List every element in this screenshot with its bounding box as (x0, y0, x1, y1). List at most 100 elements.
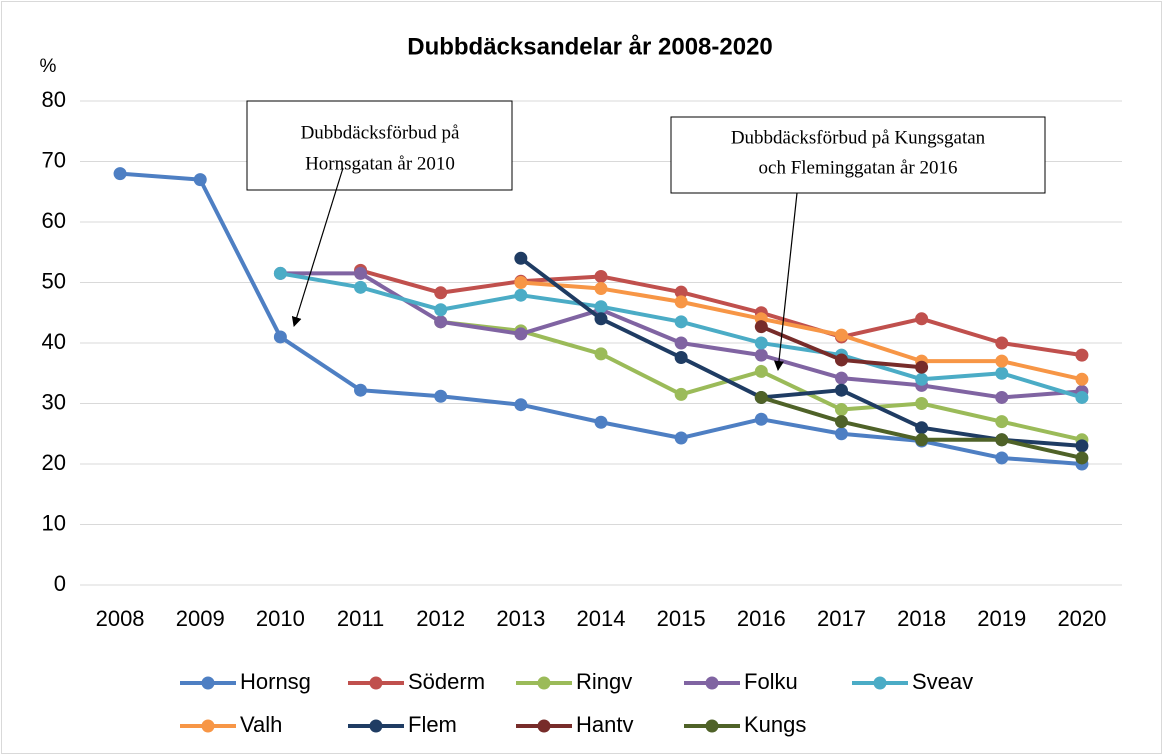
data-point (995, 336, 1009, 350)
y-tick-label: 10 (42, 510, 66, 535)
data-point (834, 427, 848, 441)
data-point (594, 347, 608, 361)
series-line (520, 280, 1083, 382)
data-point (514, 398, 528, 412)
x-tick-label: 2008 (96, 606, 145, 631)
data-point (834, 383, 848, 397)
data-point (514, 288, 528, 302)
y-tick-label: 0 (54, 571, 66, 596)
y-tick-label: 60 (42, 208, 66, 233)
data-point (434, 315, 448, 329)
data-point (514, 251, 528, 265)
data-point (754, 336, 768, 350)
series-line (519, 256, 1083, 448)
data-point (754, 412, 768, 426)
data-point (354, 266, 368, 280)
data-point (834, 415, 848, 429)
data-point (674, 431, 688, 445)
y-tick-label: 30 (42, 389, 66, 414)
data-point (434, 303, 448, 317)
legend-marker (201, 719, 215, 733)
data-point (834, 353, 848, 367)
data-point (754, 348, 768, 362)
legend-marker (201, 676, 215, 690)
data-point (674, 315, 688, 329)
data-point (834, 371, 848, 385)
data-point (273, 330, 287, 344)
x-tick-label: 2015 (657, 606, 706, 631)
data-point (754, 364, 768, 378)
y-tick-label: 70 (42, 147, 66, 172)
arrow (291, 167, 344, 327)
data-point (434, 286, 448, 300)
y-tick-label: 40 (42, 329, 66, 354)
legend-label: Folku (744, 669, 798, 694)
data-point (1075, 451, 1089, 465)
data-point (594, 282, 608, 296)
data-point (915, 312, 929, 326)
data-point (1075, 390, 1089, 404)
data-point (915, 433, 929, 447)
x-tick-label: 2020 (1057, 606, 1106, 631)
data-point (674, 336, 688, 350)
data-point (674, 387, 688, 401)
x-tick-label: 2010 (256, 606, 305, 631)
legend-marker (369, 719, 383, 733)
y-tick-label: 80 (42, 87, 66, 112)
annotation-box (670, 116, 1046, 194)
legend-label: Hornsg (240, 669, 311, 694)
annotation-text: Hornsgatan år 2010 (305, 153, 455, 174)
data-point (915, 372, 929, 386)
x-tick-label: 2012 (416, 606, 465, 631)
y-tick-label: 50 (42, 268, 66, 293)
data-point (594, 300, 608, 314)
data-point (1075, 372, 1089, 386)
data-point (434, 389, 448, 403)
data-point (674, 285, 688, 299)
annotation-text: Dubbdäcksförbud på Kungsgatan (731, 127, 986, 148)
data-point (1075, 348, 1089, 362)
legend-marker (705, 676, 719, 690)
data-point (754, 320, 768, 334)
data-point (995, 366, 1009, 380)
data-point (995, 433, 1009, 447)
legend-marker (369, 676, 383, 690)
data-point (995, 451, 1009, 465)
data-point (354, 383, 368, 397)
x-tick-label: 2011 (337, 606, 384, 631)
legend-label: Kungs (744, 712, 806, 737)
data-point (995, 415, 1009, 429)
x-tick-label: 2016 (737, 606, 786, 631)
legend-marker (537, 676, 551, 690)
data-point (834, 328, 848, 342)
legend-label: Söderm (408, 669, 485, 694)
annotation-text: och Fleminggatan år 2016 (759, 157, 958, 178)
data-point (594, 269, 608, 283)
annotation-box (246, 100, 513, 191)
x-tick-label: 2009 (176, 606, 225, 631)
legend-marker (705, 719, 719, 733)
data-point (754, 390, 768, 404)
data-point (354, 280, 368, 294)
x-tick-label: 2017 (817, 606, 866, 631)
y-axis-label: % (40, 56, 57, 77)
x-tick-label: 2019 (977, 606, 1026, 631)
legend-label: Sveav (912, 669, 973, 694)
annotations: Dubbdäcksförbud på Hornsgatan år 2010 Du… (246, 100, 1046, 371)
x-tick-label: 2013 (496, 606, 545, 631)
data-point (514, 276, 528, 289)
data-point (594, 415, 608, 429)
series-line (360, 268, 1083, 358)
plot: 0 10 20 30 40 50 60 70 80 2008 2009 2010 2011 2012 201… (42, 87, 1122, 631)
legend-label: Ringv (576, 669, 632, 694)
y-tick-label: 20 (42, 450, 66, 475)
legend-label: Flem (408, 712, 457, 737)
data-point (834, 403, 848, 417)
data-point (674, 351, 688, 365)
data-point (273, 266, 287, 280)
legend-label: Hantv (576, 712, 633, 737)
data-point (594, 312, 608, 326)
data-point (915, 397, 929, 410)
